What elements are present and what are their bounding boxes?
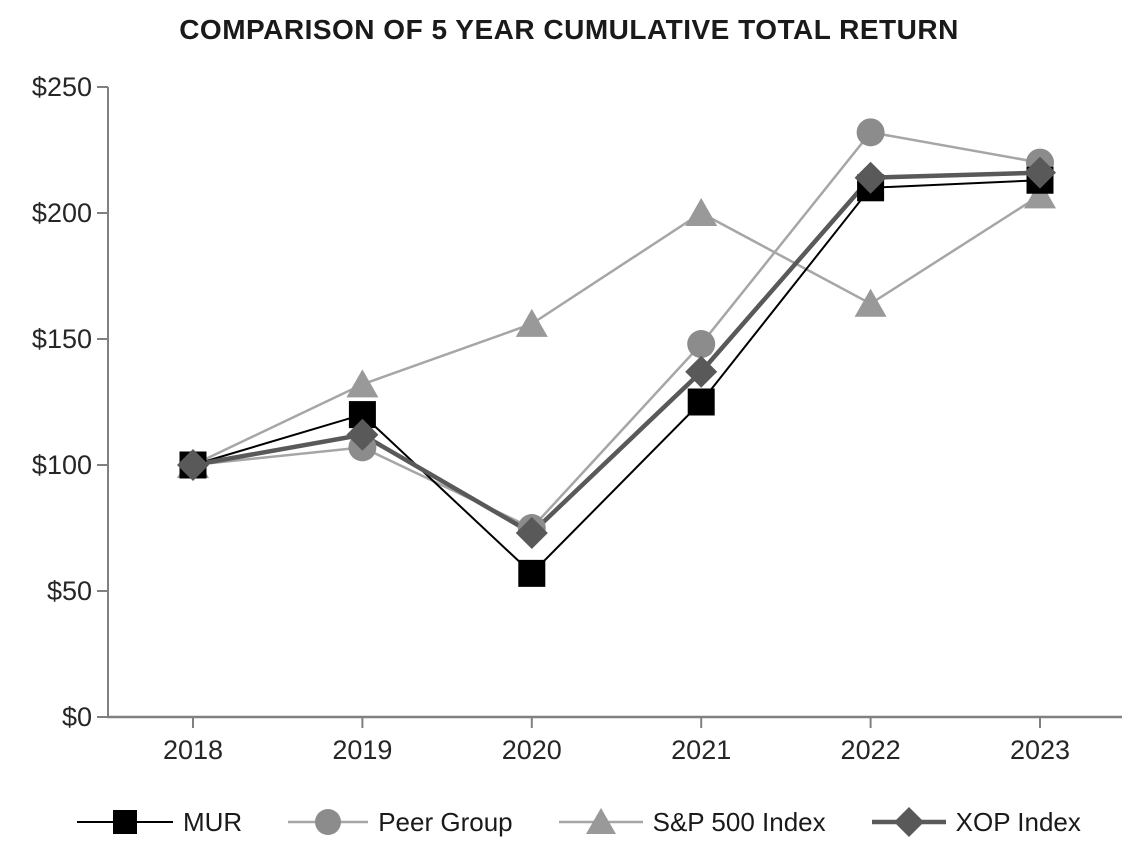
series-line-s-p-500-index: [192, 194, 1041, 467]
series-line-xop-index: [192, 170, 1041, 536]
square-marker-icon: [77, 810, 173, 834]
x-tick-label: 2019: [332, 735, 392, 765]
chart-canvas: $0 $50 $100 $150 $200 $250 2018 2019 2020 2021 202…: [32, 72, 1122, 765]
marker-s-p-500-index-2021: [685, 198, 718, 226]
legend-marker-xop-index: [893, 807, 924, 837]
marker-xop-index-2018: [177, 449, 209, 481]
comparison-line-chart: $0 $50 $100 $150 $200 $250 2018 2019 2020 2021 202…: [32, 72, 1122, 765]
marker-s-p-500-index-2020: [515, 308, 548, 337]
legend-label-peer-group: Peer Group: [378, 806, 513, 837]
legend-marker-peer-group: [315, 809, 342, 835]
x-tick-label: 2023: [1010, 735, 1070, 765]
marker-xop-index-2023: [1024, 156, 1056, 189]
marker-xop-index-2019: [346, 418, 379, 451]
chart-legend: MUR Peer Group S&P 500 Index XOP Index: [77, 794, 1081, 850]
series-line-peer-group: [192, 130, 1041, 530]
x-tick-label: 2021: [671, 735, 731, 765]
x-tick-label: 2018: [163, 735, 223, 765]
triangle-marker-icon: [558, 808, 643, 834]
circle-marker-icon: [288, 809, 369, 835]
y-tick-label: $200: [32, 198, 92, 228]
legend-label-mur: MUR: [183, 806, 243, 837]
marker-xop-index-2022: [854, 161, 887, 194]
marker-s-p-500-index-2019: [346, 369, 379, 398]
legend-item-peer-group: Peer Group: [288, 802, 513, 842]
marker-peer-group-2021: [687, 330, 716, 359]
series-line-mur: [192, 179, 1041, 575]
legend-item-mur: MUR: [77, 802, 242, 842]
legend-item-xop-index: XOP Index: [871, 802, 1081, 842]
legend-marker-s-p-500-index: [585, 808, 616, 834]
marker-xop-index-2021: [685, 355, 718, 388]
y-tick-label: $250: [32, 72, 92, 102]
chart-title: COMPARISON OF 5 YEAR CUMULATIVE TOTAL RE…: [179, 14, 959, 45]
legend-label-xop-index: XOP Index: [955, 806, 1081, 837]
legend-item-s-p-500-index: S&P 500 Index: [558, 802, 826, 842]
marker-s-p-500-index-2023: [1024, 180, 1056, 209]
marker-peer-group-2022: [856, 118, 885, 147]
y-tick-label: $50: [47, 576, 92, 606]
legend-label-s-p-500-index: S&P 500 Index: [652, 806, 826, 837]
y-tick-label: $150: [32, 324, 92, 354]
diamond-marker-icon: [871, 807, 946, 837]
x-tick-label: 2020: [502, 735, 562, 765]
marker-s-p-500-index-2022: [854, 288, 887, 317]
y-tick-label: $100: [32, 450, 92, 480]
marker-xop-index-2020: [515, 517, 548, 550]
y-tick-label: $0: [62, 702, 92, 732]
marker-mur-2021: [687, 388, 715, 416]
x-tick-label: 2022: [841, 735, 901, 765]
legend-marker-mur: [113, 810, 137, 834]
marker-mur-2020: [518, 559, 546, 587]
